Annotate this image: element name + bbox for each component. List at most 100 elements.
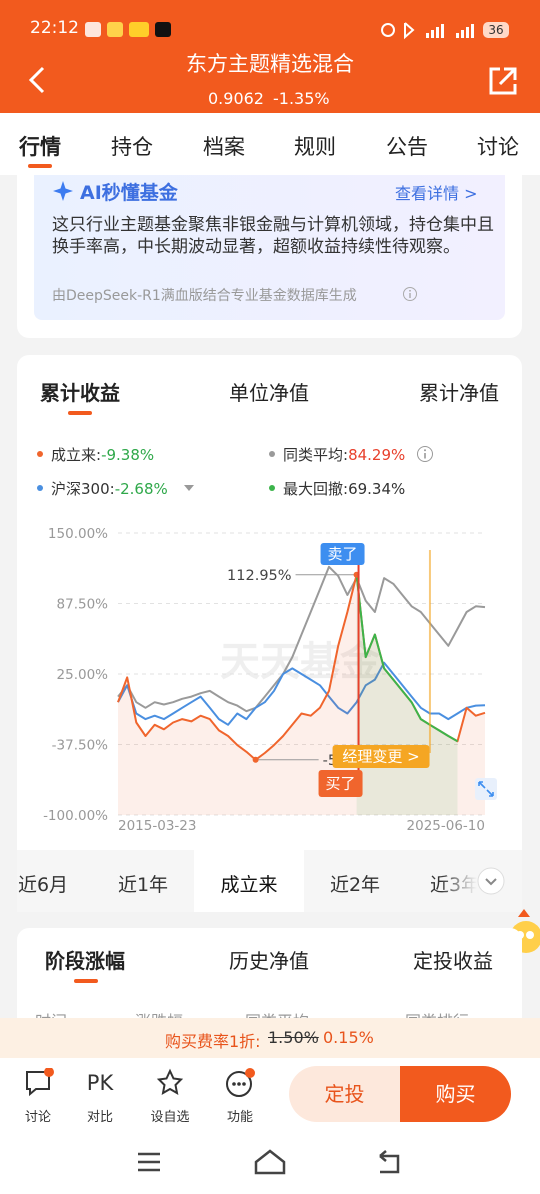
fund-change: -1.35% <box>273 89 330 108</box>
legend-dot <box>269 485 275 491</box>
ai-box <box>34 175 505 320</box>
annotation-box <box>332 745 430 768</box>
legend-entry[interactable]: 最大回撤69.34% <box>283 478 405 499</box>
section-tab[interactable]: 定投收益 <box>413 949 493 973</box>
battery: 36 <box>483 22 509 38</box>
chart-tab[interactable]: 累计收益 <box>40 381 120 405</box>
more-icon[interactable] <box>225 1068 257 1098</box>
chart-tab[interactable]: 累计净值 <box>419 381 499 405</box>
annotation-box <box>318 770 363 797</box>
tab[interactable]: 公告 <box>386 135 428 159</box>
signal-icons <box>381 22 474 40</box>
expand-bg <box>475 778 497 800</box>
section-tab[interactable]: 阶段涨幅 <box>45 949 125 973</box>
toolbar-icon-text[interactable]: PK <box>86 1071 114 1095</box>
ai-title: AI秒懂基金 <box>80 182 178 204</box>
legend-entry[interactable]: 成立来-9.38% <box>51 444 154 465</box>
legend-name: 成立来 <box>51 446 97 464</box>
period-selected <box>194 850 304 912</box>
chart-tab[interactable]: 单位净值 <box>229 381 309 405</box>
status-time: 22:12 <box>30 18 79 38</box>
header <box>0 0 540 113</box>
legend-dot <box>37 451 43 457</box>
annotation: 卖了 <box>328 545 358 563</box>
star-icon[interactable] <box>156 1068 186 1098</box>
fund-nav: 0.9062 <box>208 89 264 108</box>
nav-icons[interactable] <box>130 1148 420 1178</box>
period-tab[interactable]: 近6月 <box>17 874 69 896</box>
discuss-icon[interactable] <box>24 1068 54 1098</box>
line <box>117 661 486 726</box>
line <box>117 565 486 713</box>
legend-value: 84.29% <box>348 446 406 464</box>
area <box>356 574 458 815</box>
y-tick-label: 150.00% <box>48 526 108 542</box>
legend-entry[interactable]: 同类平均84.29% <box>283 444 405 465</box>
y-tick-label: -100.00% <box>43 808 108 824</box>
ai-text: 这只行业主题基金聚焦非银金融与计算机领域，持仓集中且换手率高，中长期波动显著，超… <box>52 215 494 257</box>
info-icon[interactable] <box>416 445 434 463</box>
period-tab[interactable]: 近2年 <box>329 874 381 896</box>
fee-label: 购买费率1折: <box>165 1032 261 1051</box>
section-tab-underline <box>74 979 98 983</box>
x-tick-label: 2025-06-10 <box>407 818 485 834</box>
toolbar-label[interactable]: 功能 <box>226 1110 254 1125</box>
nav-bar <box>0 1132 540 1194</box>
more-periods[interactable] <box>476 866 506 896</box>
x-tick-label: 2015-03-23 <box>118 818 196 834</box>
chart: 天天基金 -100.00% -37.50% 25.00% 87.50% 150.00% 20… <box>43 526 497 834</box>
annotation: 经理变更 > <box>342 748 419 766</box>
button-auto-invest[interactable]: 定投 <box>289 1066 400 1122</box>
tab[interactable]: 行情 <box>19 135 61 159</box>
status-icons <box>85 22 171 37</box>
fee-new: 0.15% <box>323 1028 374 1047</box>
info-icon[interactable] <box>402 286 418 302</box>
button-buy[interactable]: 购买 <box>400 1066 511 1122</box>
y-tick-label: 25.00% <box>57 667 109 683</box>
sparkle-icon <box>53 181 73 201</box>
tab[interactable]: 持仓 <box>111 135 153 159</box>
legend-name: 沪深300 <box>51 480 110 498</box>
ai-footer: 由DeepSeek-R1满血版结合专业基金数据库生成 <box>52 288 357 304</box>
toolbar-label[interactable]: 对比 <box>86 1110 114 1125</box>
expand-icon[interactable] <box>475 778 497 800</box>
fee-old: 1.50% <box>268 1028 319 1047</box>
expand-arrows <box>478 781 494 797</box>
legend-separator <box>110 480 115 498</box>
fund-title: 东方主题精选混合 <box>186 52 354 76</box>
legend-value: 69.34% <box>348 480 406 498</box>
tab[interactable]: 规则 <box>294 135 336 159</box>
share-icon[interactable] <box>488 66 518 96</box>
tab-underline <box>28 164 52 168</box>
legend-separator <box>96 446 101 464</box>
chart-tab-underline <box>68 411 92 415</box>
period-tab[interactable]: 成立来 <box>220 874 278 896</box>
tab[interactable]: 讨论 <box>477 135 519 159</box>
legend-name: 同类平均 <box>283 446 344 464</box>
annotation: 买了 <box>326 775 356 793</box>
tab[interactable]: 档案 <box>203 135 245 159</box>
period-tab[interactable]: 近1年 <box>117 874 169 896</box>
y-tick-label: -37.50% <box>52 738 109 754</box>
legend-dot <box>37 485 43 491</box>
value-label: 112.95% <box>227 568 292 584</box>
ai-link[interactable]: 查看详情 > <box>395 184 478 203</box>
toolbar-label[interactable]: 讨论 <box>24 1110 52 1125</box>
dropdown-icon[interactable] <box>183 482 195 494</box>
legend-value: -9.38% <box>101 446 155 464</box>
legend-separator <box>343 480 348 498</box>
y-tick-label: 87.50% <box>57 597 109 613</box>
fee-banner <box>0 1018 540 1058</box>
line <box>355 574 458 743</box>
toolbar-label[interactable]: 设自选 <box>150 1110 190 1125</box>
section-tab[interactable]: 历史净值 <box>229 949 309 973</box>
back-icon[interactable] <box>25 65 53 95</box>
legend-value: -2.68% <box>114 480 168 498</box>
tab-bar <box>0 113 540 175</box>
legend-entry[interactable]: 沪深300-2.68% <box>51 478 168 499</box>
label-point <box>252 756 259 763</box>
annotation-box <box>320 543 365 565</box>
legend-name: 最大回撤 <box>283 480 344 498</box>
legend-separator <box>343 446 348 464</box>
